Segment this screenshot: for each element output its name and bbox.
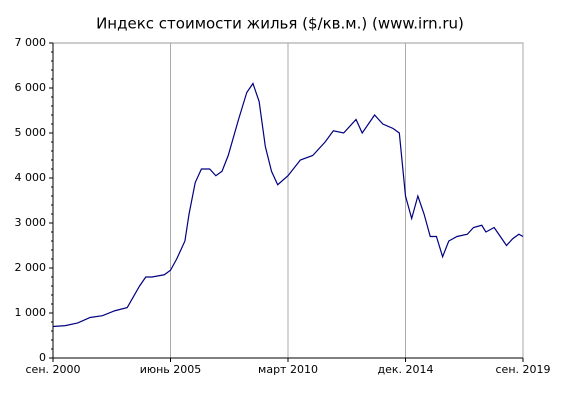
chart-title: Индекс стоимости жилья ($/кв.м.) (www.ir… bbox=[96, 15, 464, 33]
x-tick-label: сен. 2019 bbox=[496, 363, 551, 376]
y-tick-label: 2 000 bbox=[15, 261, 47, 274]
y-tick-label: 6 000 bbox=[15, 81, 47, 94]
y-tick-label: 4 000 bbox=[15, 171, 47, 184]
x-tick-label: март 2010 bbox=[258, 363, 318, 376]
x-tick-label: дек. 2014 bbox=[377, 363, 433, 376]
data-line bbox=[52, 82, 524, 328]
y-tick-label: 7 000 bbox=[15, 36, 47, 49]
y-tick-label: 3 000 bbox=[15, 216, 47, 229]
y-tick-label: 1 000 bbox=[15, 306, 47, 319]
y-tick-label: 0 bbox=[39, 351, 46, 364]
x-tick-label: июнь 2005 bbox=[140, 363, 202, 376]
y-tick-label: 5 000 bbox=[15, 126, 47, 139]
x-tick-label: сен. 2000 bbox=[26, 363, 81, 376]
